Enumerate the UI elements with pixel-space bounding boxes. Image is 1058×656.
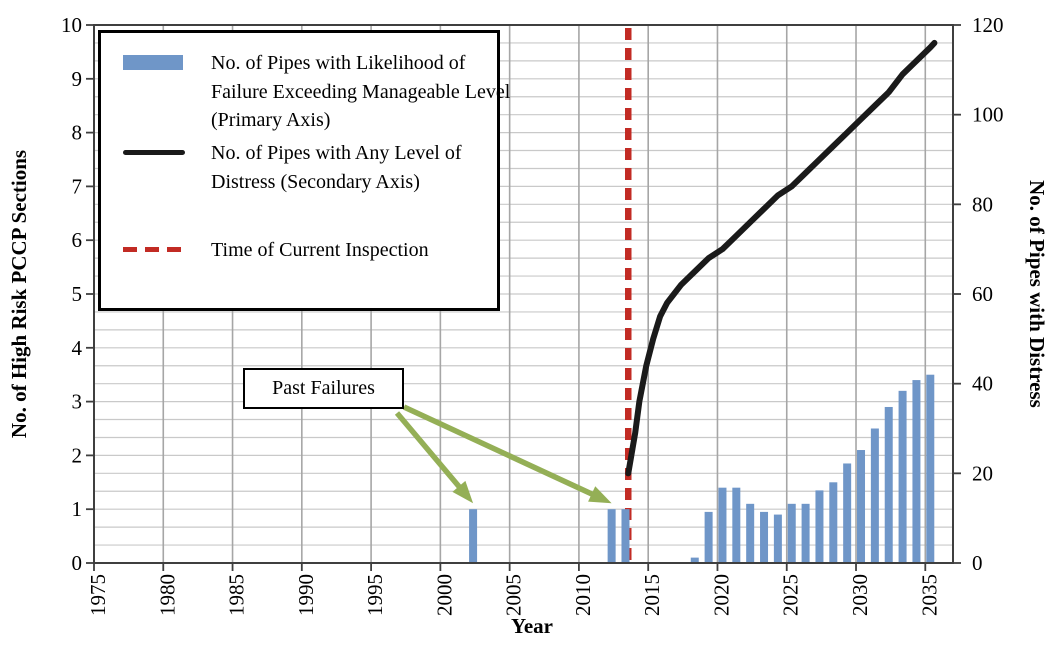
line-series-swatch-icon (123, 150, 185, 155)
bar-2013 (621, 509, 630, 563)
legend-item-inspection: Time of Current Inspection (101, 236, 511, 265)
left-tick-label: 9 (72, 67, 83, 91)
bar-2033 (898, 390, 907, 563)
bar-2023 (760, 511, 769, 563)
x-tick-label: 2020 (709, 574, 733, 616)
left-tick-label: 1 (72, 497, 83, 521)
bar-2018 (690, 557, 699, 563)
bar-2026 (801, 503, 810, 563)
left-tick-label: 7 (72, 174, 83, 198)
bar-2019 (704, 511, 713, 563)
right-tick-label: 120 (972, 13, 1004, 37)
primary-y-axis-title: No. of High Risk PCCP Sections (7, 149, 31, 439)
x-tick-label: 1990 (294, 574, 318, 616)
right-tick-label: 20 (972, 461, 993, 485)
x-tick-label: 2010 (571, 574, 595, 616)
distress-curve (625, 39, 938, 477)
left-tick-label: 3 (72, 390, 83, 414)
dashed-line-swatch-icon (123, 247, 185, 252)
left-tick-label: 6 (72, 228, 83, 252)
bar-2028 (829, 482, 838, 563)
x-tick-label: 1985 (225, 574, 249, 616)
x-tick-label: 2000 (432, 574, 456, 616)
bar-2021 (732, 487, 741, 563)
bar-2030 (857, 450, 866, 563)
right-tick-label: 40 (972, 372, 993, 396)
legend-item-label: Time of Current Inspection (211, 239, 429, 261)
legend-item-label: No. of Pipes with Likelihood of Failure … (211, 52, 511, 131)
x-tick-label: 1975 (86, 574, 110, 616)
left-tick-label: 8 (72, 121, 83, 145)
bar-2034 (912, 380, 921, 563)
bar-2022 (746, 503, 755, 563)
right-tick-label: 80 (972, 192, 993, 216)
annotation-arrow-line (394, 411, 466, 494)
bar-2012 (607, 509, 616, 563)
x-tick-label: 1980 (155, 574, 179, 616)
right-tick-label: 100 (972, 103, 1004, 127)
left-tick-label: 10 (61, 13, 82, 37)
legend-item-label: No. of Pipes with Any Level of Distress … (211, 142, 462, 193)
bar-2035 (926, 374, 935, 563)
right-tick-label: 0 (972, 551, 983, 575)
bar-2024 (773, 514, 782, 563)
bar-2002 (469, 509, 478, 563)
bar-2020 (718, 487, 727, 563)
annotation-arrow-line (402, 404, 600, 500)
bar-2032 (884, 406, 893, 563)
bar-2031 (870, 428, 879, 563)
left-tick-label: 5 (72, 282, 83, 306)
annotation-arrowhead (452, 480, 474, 504)
legend: No. of Pipes with Likelihood of Failure … (98, 30, 510, 311)
bar-series-swatch-icon (123, 55, 183, 70)
annotation-arrowhead (588, 486, 612, 504)
legend-item-line: No. of Pipes with Any Level of Distress … (101, 139, 511, 196)
right-tick-label: 60 (972, 282, 993, 306)
x-tick-label: 2005 (502, 574, 526, 616)
x-tick-label: 2030 (848, 574, 872, 616)
x-tick-label: 1995 (363, 574, 387, 616)
x-tick-label: 2015 (640, 574, 664, 616)
left-tick-label: 0 (72, 551, 83, 575)
left-tick-label: 2 (72, 443, 83, 467)
x-tick-label: 2035 (917, 574, 941, 616)
x-axis-title: Year (511, 614, 553, 638)
x-tick-label: 2025 (779, 574, 803, 616)
legend-item-bars: No. of Pipes with Likelihood of Failure … (101, 49, 511, 135)
bar-2027 (815, 490, 824, 563)
left-tick-label: 4 (72, 336, 83, 360)
past-failures-annotation: Past Failures (243, 368, 404, 409)
secondary-y-axis-title: No. of Pipes with Distress (1025, 180, 1049, 408)
bar-2025 (787, 503, 796, 563)
bar-2029 (843, 463, 852, 563)
